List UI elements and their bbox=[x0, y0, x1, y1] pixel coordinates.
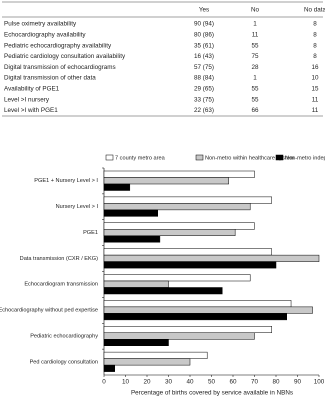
table-cell: 80 (86) bbox=[194, 31, 214, 38]
bar bbox=[103, 306, 313, 314]
table-cell: 8 bbox=[313, 21, 317, 28]
y-tick-label: Echocardiogram transmission bbox=[24, 282, 98, 288]
table-cell: 8 bbox=[313, 31, 317, 38]
table-header: No bbox=[251, 7, 260, 14]
x-tick-label: 10 bbox=[122, 379, 130, 386]
row-label: Echocardiography availability bbox=[4, 31, 86, 38]
row-label: Digital transmission of other data bbox=[4, 75, 96, 82]
x-tick-label: 40 bbox=[186, 379, 194, 386]
table-cell: 1 bbox=[253, 75, 257, 82]
table-cell: 75 bbox=[251, 53, 259, 60]
legend-swatch bbox=[275, 154, 284, 161]
table-cell: 55 bbox=[251, 42, 259, 49]
x-tick-label: 0 bbox=[102, 379, 106, 386]
legend-label: 7 county metro area bbox=[115, 155, 166, 161]
bar bbox=[103, 209, 158, 217]
y-tick-label: Data transmission (CXR / EKG) bbox=[20, 256, 98, 262]
table-cell: 90 (94) bbox=[194, 21, 214, 28]
table-cell: 15 bbox=[311, 85, 319, 92]
table-cell: 1 bbox=[253, 21, 257, 28]
bar bbox=[103, 235, 161, 243]
bar bbox=[103, 313, 287, 321]
table-cell: 66 bbox=[251, 107, 259, 114]
bar bbox=[103, 300, 292, 308]
bar bbox=[103, 203, 251, 211]
legend-label: Non-metro within healthcare system bbox=[205, 155, 295, 161]
row-label: Level >I with PGE1 bbox=[4, 107, 58, 114]
bar bbox=[103, 254, 320, 262]
x-axis-label: Percentage of births covered by service … bbox=[131, 390, 293, 397]
table-cell: 8 bbox=[313, 53, 317, 60]
table-cell: 8 bbox=[313, 42, 317, 49]
table-cell: 28 bbox=[251, 64, 259, 71]
table-cell: 16 bbox=[311, 64, 319, 71]
table-cell: 55 bbox=[251, 96, 259, 103]
table-cell: 29 (65) bbox=[194, 85, 214, 92]
legend-swatch bbox=[105, 154, 114, 161]
x-tick-label: 30 bbox=[165, 379, 173, 386]
row-label: Pediatric echocardiography availability bbox=[4, 42, 112, 49]
x-tick-label: 90 bbox=[294, 379, 302, 386]
bar bbox=[103, 177, 229, 185]
table-cell: 10 bbox=[311, 75, 319, 82]
row-label: Pediatric cardiology consultation availa… bbox=[4, 53, 126, 60]
y-tick-label: Pediatric echocardiography bbox=[30, 333, 98, 339]
row-label: Availability of PGE1 bbox=[4, 85, 60, 92]
bar bbox=[103, 339, 169, 346]
y-tick-label: Nursery Level > I bbox=[56, 204, 99, 210]
row-label: Level >I nursery bbox=[4, 96, 50, 103]
x-tick-label: 60 bbox=[229, 379, 237, 386]
table-cell: 22 (63) bbox=[194, 107, 214, 114]
table-header: Yes bbox=[199, 7, 209, 14]
table-cell: 16 (43) bbox=[194, 53, 214, 60]
bar bbox=[103, 261, 277, 269]
x-tick-label: 80 bbox=[272, 379, 280, 386]
x-tick-label: 100 bbox=[314, 379, 325, 386]
bar bbox=[103, 326, 272, 333]
table-header: No data bbox=[304, 7, 325, 14]
row-label: Digital transmission of echocardiograms bbox=[4, 64, 116, 71]
bar bbox=[103, 222, 255, 230]
row-label: Pulse oximetry availability bbox=[4, 21, 77, 28]
table-cell: 35 (61) bbox=[194, 42, 214, 49]
y-tick-label: Ped cardiology consultation bbox=[30, 359, 98, 365]
bar bbox=[103, 229, 236, 236]
y-tick-label: Echocardiography without ped expertise bbox=[0, 308, 98, 314]
x-tick-label: 50 bbox=[208, 379, 216, 386]
bar bbox=[103, 332, 255, 340]
x-tick-label: 20 bbox=[143, 379, 151, 386]
bar bbox=[103, 274, 251, 282]
table-cell: 33 (75) bbox=[194, 96, 214, 103]
table-cell: 88 (84) bbox=[194, 75, 214, 82]
table-cell: 11 bbox=[252, 31, 259, 38]
legend-swatch bbox=[195, 154, 204, 161]
legend-label: Non-metro independent bbox=[285, 155, 325, 161]
y-tick-label: PGE1 bbox=[83, 230, 98, 236]
bar bbox=[103, 364, 115, 372]
bar bbox=[103, 183, 131, 191]
bar bbox=[103, 248, 272, 256]
bar bbox=[103, 287, 223, 295]
bar bbox=[103, 358, 191, 366]
bar bbox=[103, 170, 255, 178]
table-cell: 11 bbox=[312, 96, 319, 103]
table-cell: 55 bbox=[251, 85, 259, 92]
table-cell: 11 bbox=[312, 107, 319, 114]
x-tick-label: 70 bbox=[251, 379, 259, 386]
table-cell: 57 (75) bbox=[194, 64, 214, 71]
bar bbox=[103, 351, 208, 359]
y-tick-label: PGE1 + Nursery Level > I bbox=[34, 178, 98, 184]
bar bbox=[103, 280, 169, 288]
bar bbox=[103, 196, 272, 204]
